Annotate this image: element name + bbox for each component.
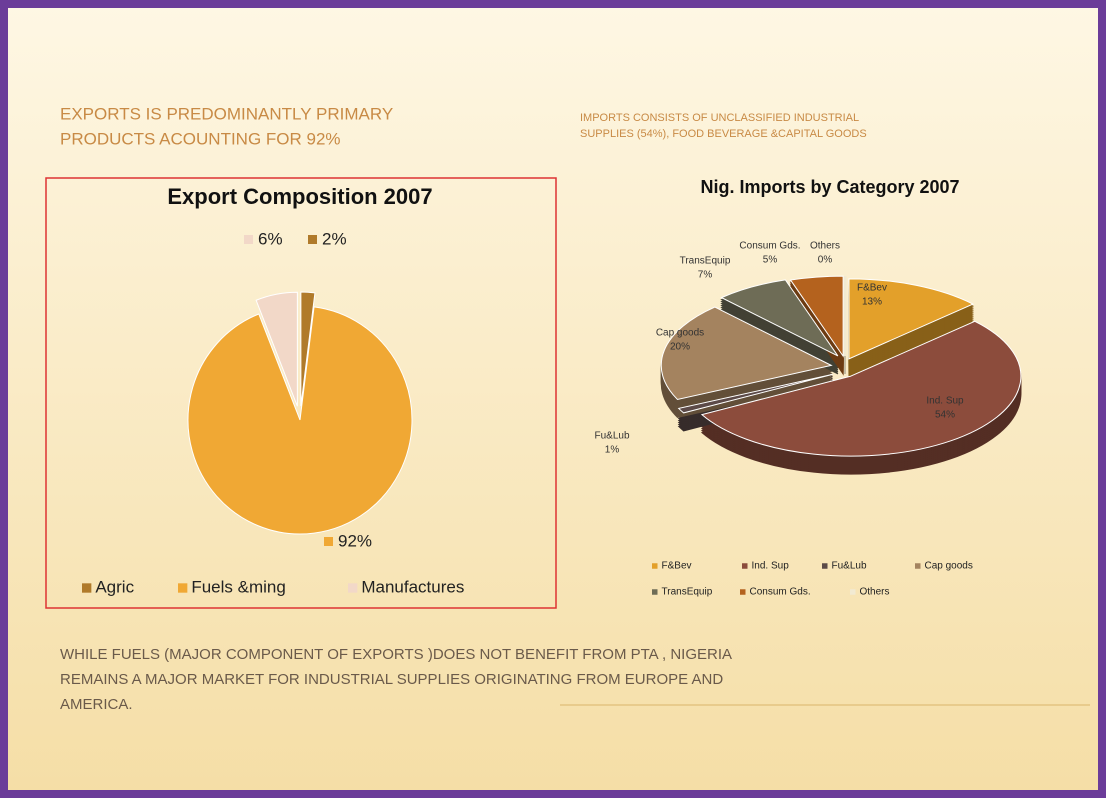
legend-swatch <box>82 583 92 593</box>
data-label: 7% <box>698 270 713 281</box>
legend-swatch <box>178 583 188 593</box>
pie-slice <box>700 320 1022 457</box>
pie-slice <box>789 275 844 358</box>
legend-swatch <box>742 563 748 569</box>
heading-line: SUPPLIES (54%), FOOD BEVERAGE &CAPITAL G… <box>580 128 867 140</box>
legend-swatch <box>740 589 746 595</box>
pie-slice <box>300 291 316 407</box>
pie-slice <box>255 291 298 407</box>
data-label-category: Consum Gds. <box>739 241 800 252</box>
data-label: 92% <box>338 531 372 550</box>
legend-label: Manufactures <box>361 577 464 596</box>
legend-label: Others <box>860 587 890 598</box>
footer-line: WHILE FUELS (MAJOR COMPONENT OF EXPORTS … <box>60 646 732 663</box>
data-label: 0% <box>818 255 833 266</box>
legend-swatch <box>850 589 856 595</box>
data-label: 13% <box>862 297 882 308</box>
legend-label: F&Bev <box>662 561 692 572</box>
heading-left: EXPORTS IS PREDOMINANTLY PRIMARY PRODUCT… <box>60 104 393 148</box>
heading-right: IMPORTS CONSISTS OF UNCLASSIFIED INDUSTR… <box>580 112 867 140</box>
footer-line: AMERICA. <box>60 696 133 713</box>
data-label: 6% <box>258 229 283 248</box>
data-label: 5% <box>763 255 778 266</box>
data-label-category: F&Bev <box>857 283 887 294</box>
data-label: 2% <box>322 229 347 248</box>
footer: WHILE FUELS (MAJOR COMPONENT OF EXPORTS … <box>60 646 732 713</box>
legend-swatch <box>915 563 921 569</box>
data-label-category: Cap goods <box>656 328 704 339</box>
pie-slice <box>677 373 833 414</box>
legend-label: Consum Gds. <box>750 587 811 598</box>
chart-frame <box>45 177 557 609</box>
legend-label: Fu&Lub <box>832 561 867 572</box>
data-label-category: Fu&Lub <box>594 431 629 442</box>
legend-label: Cap goods <box>925 561 973 572</box>
legend-swatch <box>348 583 358 593</box>
label-key <box>308 235 317 244</box>
label-key <box>244 235 253 244</box>
data-label-category: Others <box>810 241 840 252</box>
data-label: 54% <box>935 410 955 421</box>
data-label-category: Ind. Sup <box>926 396 964 407</box>
pie-slice <box>660 306 833 400</box>
chart-title: Nig. Imports by Category 2007 <box>700 177 959 197</box>
pie-slice <box>848 278 975 360</box>
heading-line: EXPORTS IS PREDOMINANTLY PRIMARY <box>60 104 393 123</box>
legend-swatch <box>652 589 658 595</box>
legend-label: TransEquip <box>662 587 713 598</box>
label-key <box>324 537 333 546</box>
heading-line: PRODUCTS ACOUNTING FOR 92% <box>60 129 341 148</box>
data-label-category: TransEquip <box>680 256 731 267</box>
chart-title: Export Composition 2007 <box>167 184 432 209</box>
data-label: 20% <box>670 342 690 353</box>
legend-swatch <box>652 563 658 569</box>
pie-slice <box>720 279 839 357</box>
pie-slice <box>187 306 413 535</box>
legend-label: Ind. Sup <box>752 561 790 572</box>
heading-line: IMPORTS CONSISTS OF UNCLASSIFIED INDUSTR… <box>580 112 859 124</box>
data-label: 1% <box>605 445 620 456</box>
legend-swatch <box>822 563 828 569</box>
legend-label: Agric <box>95 577 134 596</box>
footer-line: REMAINS A MAJOR MARKET FOR INDUSTRIAL SU… <box>60 671 723 688</box>
legend-label: Fuels &ming <box>191 577 285 596</box>
